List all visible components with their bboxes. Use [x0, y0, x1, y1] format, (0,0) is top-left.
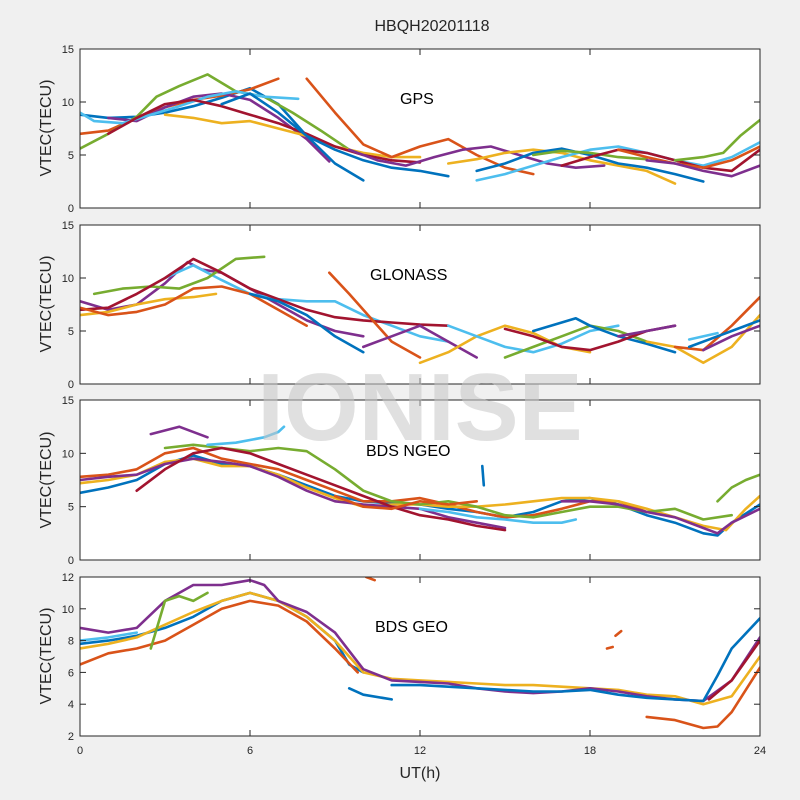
series-line-7	[248, 292, 365, 354]
panel-label-glonass: GLONASS	[370, 267, 447, 284]
series-line-20	[687, 331, 719, 341]
y-tick-label: 8	[68, 636, 74, 648]
series-line-17	[673, 118, 760, 162]
series-line-11	[446, 148, 677, 185]
series-line-5	[149, 591, 209, 650]
series-line-4	[80, 578, 760, 703]
series-line-9	[305, 77, 535, 176]
series-line-12	[503, 324, 649, 359]
plot-area	[80, 49, 760, 208]
y-tick-label: 15	[62, 220, 74, 232]
series-line-9	[418, 507, 578, 525]
series-line-5	[80, 90, 300, 125]
y-tick-label: 10	[62, 97, 74, 109]
panel-3: 0 5 10 15 VTEC(TECU) BDS NGEO	[38, 395, 761, 567]
series-line-8	[390, 616, 760, 703]
y-tick-label: 0	[68, 555, 74, 567]
series-line-7	[149, 425, 209, 439]
series-line-13	[531, 316, 677, 354]
y-tick-label: 5	[68, 502, 74, 514]
y-tick-label: 5	[68, 150, 74, 162]
series-line-19	[701, 324, 760, 352]
series-line-15	[616, 324, 677, 338]
series-line-3	[92, 255, 266, 296]
y-tick-label: 15	[62, 395, 74, 407]
series-line-11	[605, 645, 615, 650]
series-line-16	[645, 313, 760, 365]
series-group	[80, 73, 760, 185]
y-tick-label: 10	[62, 604, 74, 616]
series-line-7	[347, 686, 394, 701]
series-line-2	[80, 446, 649, 519]
series-line-13	[707, 639, 760, 701]
y-tick-label: 5	[68, 326, 74, 338]
series-line-5	[80, 292, 218, 317]
y-tick-label: 2	[68, 731, 74, 743]
series-line-10	[333, 494, 479, 511]
series-line-8	[327, 271, 422, 359]
panel-1: 0 5 10 15 VTEC(TECU) GPS	[38, 44, 761, 215]
series-line-12	[475, 147, 705, 183]
series-group	[80, 425, 760, 537]
panel-2: 0 5 10 15 VTEC(TECU) GLONASS	[38, 220, 761, 391]
y-tick-label: 10	[62, 273, 74, 285]
y-axis-label: VTEC(TECU)	[38, 256, 55, 353]
x-tick-label: 18	[584, 745, 596, 757]
series-line-14	[531, 149, 649, 161]
series-line-4	[80, 257, 450, 328]
series-line-4	[80, 457, 507, 530]
plot-area	[80, 400, 760, 560]
x-tick-label: 6	[247, 745, 253, 757]
series-group	[80, 255, 760, 365]
series-line-8	[206, 425, 286, 447]
y-axis-label: VTEC(TECU)	[38, 80, 55, 177]
x-tick-label: 24	[754, 745, 766, 757]
panels-group: 0 5 10 15 VTEC(TECU) GPS 0 5 10 15 VTEC(TECU) GLONA…	[38, 44, 766, 757]
x-axis-label: UT(h)	[400, 765, 441, 782]
series-line-8	[220, 92, 450, 178]
x-tick-label: 0	[77, 745, 83, 757]
y-tick-label: 10	[62, 448, 74, 460]
y-tick-label: 0	[68, 379, 74, 391]
y-axis-label: VTEC(TECU)	[38, 432, 55, 529]
series-line-3	[80, 591, 760, 706]
series-line-10	[364, 577, 377, 582]
watermark-text: IONISE	[257, 354, 582, 461]
series-line-15	[560, 148, 760, 173]
series-line-6	[163, 113, 422, 159]
series-line-1	[80, 86, 365, 182]
y-tick-label: 6	[68, 667, 74, 679]
series-line-2	[80, 599, 360, 674]
y-tick-label: 12	[62, 572, 74, 584]
y-axis-label: VTEC(TECU)	[38, 608, 55, 705]
series-line-12	[480, 464, 486, 487]
figure-title: HBQH20201118	[374, 18, 489, 35]
series-line-11	[446, 324, 620, 354]
series-line-13	[475, 141, 760, 182]
y-tick-label: 4	[68, 699, 74, 711]
series-line-6	[135, 446, 507, 532]
series-line-13	[716, 473, 760, 503]
series-line-12	[614, 629, 623, 638]
panel-label-bds-geo: BDS GEO	[375, 619, 448, 636]
series-group	[80, 577, 760, 730]
series-line-18	[645, 159, 760, 178]
x-tick-label: 12	[414, 745, 426, 757]
panel-label-bds-ngeo: BDS NGEO	[366, 443, 450, 460]
plot-area	[80, 577, 760, 736]
series-line-16	[616, 145, 760, 169]
series-line-6	[80, 631, 138, 642]
series-line-17	[673, 295, 760, 352]
series-line-2	[80, 77, 280, 136]
y-tick-label: 15	[62, 44, 74, 56]
series-line-18	[687, 319, 760, 349]
panel-label-gps: GPS	[400, 91, 434, 108]
series-line-11	[560, 499, 760, 535]
series-line-9	[645, 666, 760, 730]
series-line-6	[80, 285, 309, 328]
y-tick-label: 0	[68, 203, 74, 215]
